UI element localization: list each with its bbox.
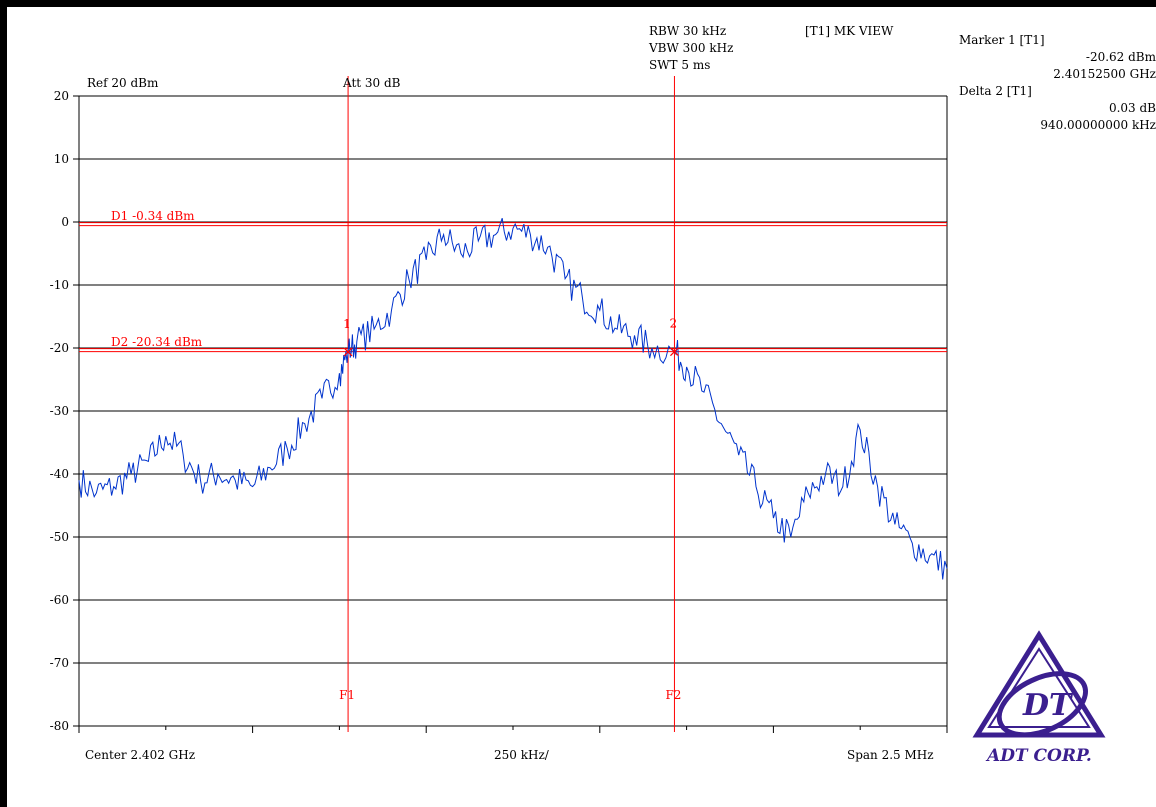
center-frequency: Center 2.402 GHz bbox=[85, 748, 196, 762]
y-tick-label: -50 bbox=[50, 530, 69, 544]
frequency-lines: F1 F2 bbox=[339, 76, 681, 732]
display-line-label-d2: D2 -20.34 dBm bbox=[111, 335, 203, 349]
y-tick-label: 20 bbox=[54, 89, 69, 103]
y-tick-label: 0 bbox=[61, 215, 69, 229]
frequency-per-division: 250 kHz/ bbox=[494, 748, 549, 762]
marker-view-mode: [T1] MK VIEW bbox=[805, 24, 894, 38]
x-ticks bbox=[78, 725, 948, 733]
y-tick-label: -10 bbox=[50, 278, 69, 292]
delta-2-frequency: 940.00000000 kHz bbox=[1040, 118, 1156, 132]
marker-2-label: 2 bbox=[669, 317, 677, 331]
y-tick-labels: 20 10 0 -10 -20 -30 -40 -50 -60 -70 -80 bbox=[50, 89, 69, 733]
marker-1-label: 1 bbox=[343, 317, 351, 331]
marker-1-level: -20.62 dBm bbox=[1085, 50, 1156, 64]
sweep-time: SWT 5 ms bbox=[649, 58, 711, 72]
reference-lines: D1 -0.34 dBm D2 -20.34 dBm bbox=[79, 209, 947, 353]
delta-2-level: 0.03 dB bbox=[1108, 101, 1156, 115]
adt-logo: DT ADT CORP. bbox=[972, 630, 1106, 766]
marker-1-frequency: 2.40152500 GHz bbox=[1053, 67, 1156, 81]
analyzer-display: 20 10 0 -10 -20 -30 -40 -50 -60 -70 -80 D1 -0.34 d… bbox=[7, 7, 1156, 807]
y-tick-label: -60 bbox=[50, 593, 69, 607]
attenuation: Att 30 dB bbox=[343, 76, 401, 90]
y-tick-label: 10 bbox=[54, 152, 69, 166]
marker-1-symbol bbox=[343, 347, 353, 357]
y-tick-label: -80 bbox=[50, 719, 69, 733]
vbw: VBW 300 kHz bbox=[649, 41, 734, 55]
y-tick-label: -70 bbox=[50, 656, 69, 670]
marker-2-symbol bbox=[670, 347, 679, 357]
frequency-line-label-f1: F1 bbox=[339, 688, 355, 702]
logo-mark-text: DT bbox=[1022, 688, 1074, 723]
logo-text: ADT CORP. bbox=[985, 746, 1092, 766]
y-tick-label: -20 bbox=[50, 341, 69, 355]
delta-2-label: Delta 2 [T1] bbox=[959, 84, 1032, 98]
grid bbox=[73, 95, 948, 727]
spectrum-plot: 20 10 0 -10 -20 -30 -40 -50 -60 -70 -80 D1 -0.34 d… bbox=[50, 76, 1106, 766]
rbw: RBW 30 kHz bbox=[649, 24, 727, 38]
frequency-line-label-f2: F2 bbox=[665, 688, 681, 702]
ref-level: Ref 20 dBm bbox=[87, 76, 159, 90]
marker-1-label: Marker 1 [T1] bbox=[959, 33, 1045, 47]
y-tick-label: -30 bbox=[50, 404, 69, 418]
frequency-span: Span 2.5 MHz bbox=[847, 748, 934, 762]
y-tick-label: -40 bbox=[50, 467, 69, 481]
spectrum-trace bbox=[78, 218, 948, 580]
display-line-label-d1: D1 -0.34 dBm bbox=[111, 209, 195, 223]
